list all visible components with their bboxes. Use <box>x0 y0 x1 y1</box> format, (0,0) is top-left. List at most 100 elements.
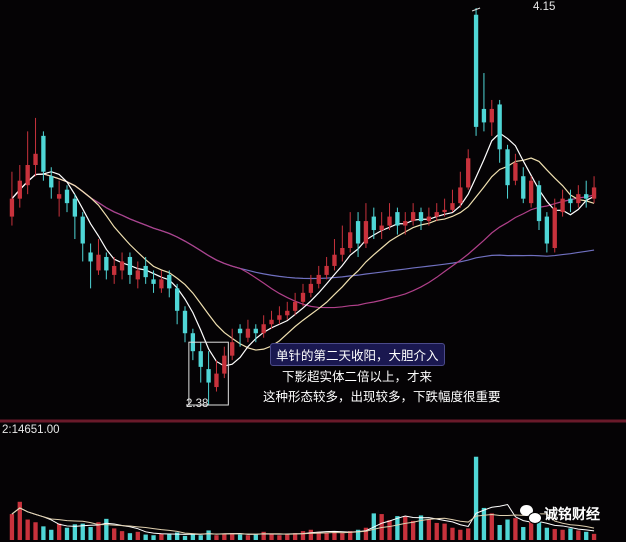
candle-down <box>182 310 188 334</box>
volume-bar <box>536 522 542 540</box>
volume-bar <box>80 523 85 540</box>
annotation-line-2: 下影超实体二倍以上，才来 <box>282 369 433 384</box>
volume-bar <box>552 529 557 540</box>
volume-bar <box>332 531 337 540</box>
candle-up <box>292 301 298 311</box>
volume-bar <box>261 531 266 540</box>
candle-down <box>497 104 502 150</box>
volume-bar <box>72 524 78 540</box>
candle-down <box>395 212 400 226</box>
candle-down <box>568 198 573 204</box>
candle-up <box>552 207 557 248</box>
candle-down <box>198 351 203 367</box>
candle-down <box>544 216 550 244</box>
volume-bar <box>119 531 125 540</box>
volume-bar <box>174 532 180 540</box>
candle-up <box>434 212 439 217</box>
volume-bar <box>505 519 510 540</box>
volume-bar <box>237 534 243 540</box>
candle-down <box>72 198 78 217</box>
volume-bar <box>466 528 471 540</box>
candle-up <box>300 292 306 302</box>
volume-max-label: 2:14651.00 <box>2 424 60 436</box>
volume-bar <box>127 533 133 540</box>
volume-bar <box>41 526 46 540</box>
volume-bar <box>9 514 15 540</box>
volume-bar <box>544 527 550 540</box>
volume-bar <box>410 520 416 540</box>
candle-up <box>387 216 392 226</box>
volume-bar <box>190 533 196 540</box>
volume-bar <box>49 529 54 540</box>
ma5-line <box>11 132 595 367</box>
candle-up <box>316 274 321 284</box>
wechat-icon <box>520 505 542 524</box>
candle-up <box>560 198 565 213</box>
candle-down <box>80 216 85 244</box>
ma10-line <box>11 157 595 351</box>
volume-bar <box>25 519 30 540</box>
volume-bar <box>513 518 518 540</box>
volume-bar <box>222 533 227 540</box>
candle-up <box>340 247 345 255</box>
volume-bar <box>528 520 534 540</box>
volume-bar <box>206 530 211 540</box>
volume-bar <box>355 529 361 540</box>
volume-bar <box>584 531 589 540</box>
candle-up <box>277 315 282 320</box>
volume-bar <box>269 533 274 540</box>
volume-bar <box>64 527 70 540</box>
candle-down <box>151 279 156 284</box>
volume-bar <box>387 520 392 540</box>
candle-down <box>206 369 211 383</box>
candle-down <box>584 194 589 199</box>
volume-bar <box>277 535 282 540</box>
candle-up <box>214 373 219 388</box>
candle-up <box>25 165 30 186</box>
candle-down <box>418 212 424 222</box>
candle-up <box>17 180 22 199</box>
candle-down <box>536 185 542 222</box>
candle-up <box>285 310 290 316</box>
candle-up <box>96 254 101 271</box>
volume-bar <box>104 518 109 540</box>
volume-bar <box>489 513 494 540</box>
volume-bar <box>434 522 439 540</box>
candle-up <box>528 180 534 204</box>
candle-down <box>481 108 487 123</box>
volume-bar <box>568 528 573 540</box>
volume-ma10-line <box>11 507 595 535</box>
candle-up <box>56 194 62 199</box>
volume-bar <box>426 519 432 540</box>
candle-down <box>143 265 148 278</box>
candle-up <box>379 225 384 231</box>
volume-bar <box>96 522 101 540</box>
watermark-text: 诚铭财经 <box>544 507 600 523</box>
candle-down <box>64 189 70 204</box>
candle-up <box>230 342 235 356</box>
volume-bar <box>285 534 290 540</box>
candle-down <box>371 216 376 231</box>
candle-up <box>324 265 329 275</box>
high-pointer-line <box>471 7 481 12</box>
candle-down <box>49 176 54 188</box>
volume-bar <box>497 524 502 540</box>
candle-up <box>513 162 518 181</box>
candle-down <box>41 135 46 172</box>
volume-bar <box>88 527 93 540</box>
candle-up <box>591 187 597 199</box>
high-price-label: 4.15 <box>533 1 556 13</box>
volume-bar <box>230 533 235 540</box>
candle-up <box>458 187 463 204</box>
watermark: 诚铭财经 <box>520 504 600 524</box>
low-price-label: 2.38 <box>186 398 209 410</box>
volume-bar <box>151 535 156 540</box>
candle-down <box>473 14 479 127</box>
volume-bar <box>560 529 565 540</box>
volume-bar <box>481 507 487 540</box>
volume-bar <box>324 532 329 540</box>
volume-bar <box>308 529 314 540</box>
candle-up <box>332 254 337 266</box>
volume-bar <box>17 501 22 540</box>
